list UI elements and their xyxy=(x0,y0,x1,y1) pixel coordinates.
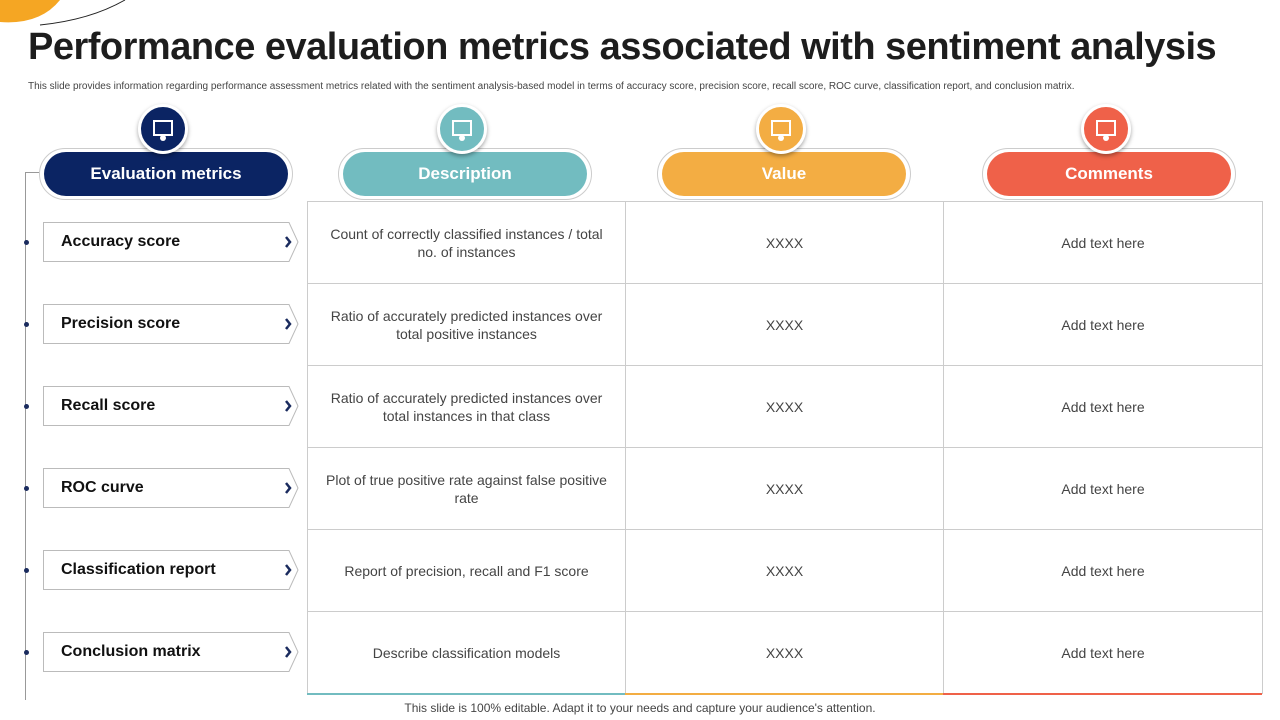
metric-arrow xyxy=(283,386,299,426)
timeline-dot xyxy=(24,568,29,573)
header-label: Comments xyxy=(987,152,1231,196)
table-cell: XXXX xyxy=(625,611,944,694)
header-label: Description xyxy=(343,152,587,196)
header-pill: Description xyxy=(338,148,592,200)
title: Performance evaluation metrics associate… xyxy=(28,26,1217,68)
icon-glyph xyxy=(771,120,791,141)
header-icon xyxy=(1081,104,1131,154)
table-cell: Plot of true positive rate against false… xyxy=(307,447,626,530)
header-icon xyxy=(756,104,806,154)
table-cell: Count of correctly classified instances … xyxy=(307,201,626,284)
table-cell: Report of precision, recall and F1 score xyxy=(307,529,626,612)
metric-label: Accuracy score xyxy=(43,222,283,262)
table-cell: Ratio of accurately predicted instances … xyxy=(307,365,626,448)
table-cell: Add text here xyxy=(943,447,1263,530)
footer: This slide is 100% editable. Adapt it to… xyxy=(404,701,876,715)
metric-arrow xyxy=(283,468,299,508)
metric-label: Precision score xyxy=(43,304,283,344)
table-cell: Add text here xyxy=(943,529,1263,612)
header-pill: Evaluation metrics xyxy=(39,148,293,200)
subtitle: This slide provides information regardin… xyxy=(28,81,1075,92)
table-accent xyxy=(943,693,1262,695)
timeline-cap xyxy=(25,172,39,173)
metric-label: ROC curve xyxy=(43,468,283,508)
timeline xyxy=(25,172,26,700)
header-pill: Value xyxy=(657,148,911,200)
table-cell: Ratio of accurately predicted instances … xyxy=(307,283,626,366)
timeline-dot xyxy=(24,404,29,409)
table-cell: XXXX xyxy=(625,529,944,612)
metric-arrow xyxy=(283,550,299,590)
timeline-dot xyxy=(24,240,29,245)
table-cell: Add text here xyxy=(943,283,1263,366)
table-cell: XXXX xyxy=(625,283,944,366)
table-accent xyxy=(625,693,943,695)
table-cell: Add text here xyxy=(943,365,1263,448)
timeline-dot xyxy=(24,650,29,655)
metric-arrow xyxy=(283,222,299,262)
header-label: Evaluation metrics xyxy=(44,152,288,196)
header-label: Value xyxy=(662,152,906,196)
table-cell: XXXX xyxy=(625,447,944,530)
table-accent xyxy=(307,693,625,695)
table-cell: Add text here xyxy=(943,611,1263,694)
header-icon xyxy=(437,104,487,154)
table-cell: XXXX xyxy=(625,201,944,284)
metric-arrow xyxy=(283,304,299,344)
header-icon xyxy=(138,104,188,154)
header-pill: Comments xyxy=(982,148,1236,200)
icon-glyph xyxy=(452,120,472,141)
metric-arrow xyxy=(283,632,299,672)
icon-glyph xyxy=(1096,120,1116,141)
corner-decoration xyxy=(0,0,126,26)
table-cell: XXXX xyxy=(625,365,944,448)
table-cell: Describe classification models xyxy=(307,611,626,694)
metric-label: Recall score xyxy=(43,386,283,426)
metric-label: Classification report xyxy=(43,550,283,590)
icon-glyph xyxy=(153,120,173,141)
timeline-dot xyxy=(24,486,29,491)
table-cell: Add text here xyxy=(943,201,1263,284)
timeline-dot xyxy=(24,322,29,327)
metric-label: Conclusion matrix xyxy=(43,632,283,672)
